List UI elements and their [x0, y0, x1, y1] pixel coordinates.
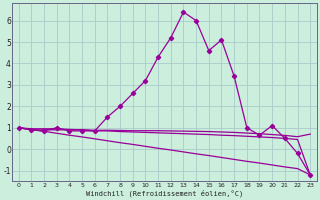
X-axis label: Windchill (Refroidissement éolien,°C): Windchill (Refroidissement éolien,°C) — [86, 189, 243, 197]
